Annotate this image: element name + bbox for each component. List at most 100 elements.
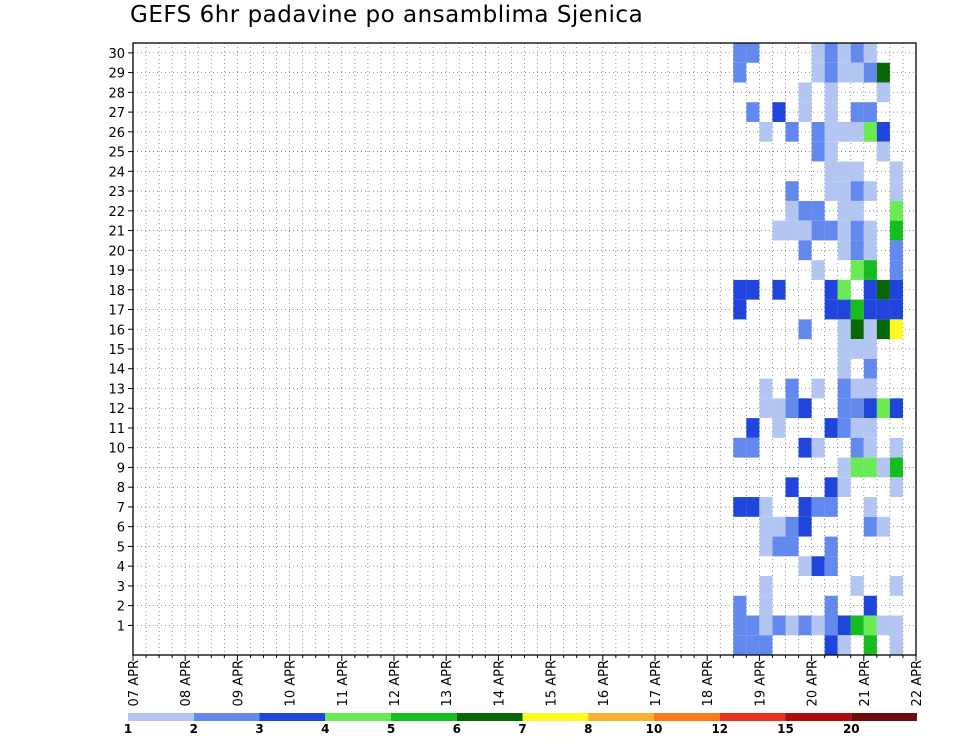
heatmap-cell [759,576,773,596]
heatmap-cell [863,279,877,300]
heatmap-cell [837,418,851,438]
heatmap-cell [733,615,747,636]
legend-swatch [851,713,917,721]
legend-swatch [456,713,523,721]
heatmap-cell [837,220,851,241]
heatmap-cell [798,398,812,419]
heatmap-cell [824,497,838,517]
heatmap-cell [733,299,747,320]
heatmap-cell [850,378,864,399]
heatmap-cell [785,220,799,241]
legend-swatch [785,713,852,721]
heatmap-cell [733,595,747,616]
heatmap-cell [889,200,903,221]
heatmap-cell [876,279,890,300]
heatmap-cell [785,200,799,221]
heatmap-cell [759,378,773,399]
heatmap-cell [837,200,851,221]
heatmap-cell [785,181,799,201]
heatmap-cell [876,62,890,83]
heatmap-cell [759,497,773,517]
heatmap-cell [746,615,760,636]
heatmap-cell [785,477,799,498]
heatmap-cell [876,121,890,142]
y-tick-label: 3 [117,580,125,595]
heatmap-cell [824,299,838,320]
legend-label: 10 [646,722,663,736]
heatmap-cell [824,595,838,616]
heatmap-cell [850,161,864,182]
heatmap-cell [863,635,877,655]
heatmap-cell [863,62,877,83]
heatmap-cell [889,319,903,340]
heatmap-cell [850,398,864,419]
heatmap-cell [850,339,864,359]
heatmap-cell [889,398,903,419]
heatmap-cell [785,398,799,419]
legend-label: 12 [711,722,728,736]
heatmap-cell [863,497,877,517]
heatmap-cell [889,477,903,498]
y-tick-label: 5 [117,540,125,555]
heatmap-cell [837,121,851,142]
heatmap-cell [876,398,890,419]
heatmap-cell [889,615,903,636]
y-tick-label: 1 [117,619,125,634]
heatmap-cell [746,102,760,122]
heatmap-cell [850,299,864,320]
x-tick-label: 13 APR [440,660,455,706]
heatmap-cell [798,240,812,261]
y-tick-label: 11 [108,422,125,437]
heatmap-cell [863,299,877,320]
y-tick-label: 10 [108,442,125,457]
heatmap-cell [863,615,877,636]
heatmap-cell [811,121,825,142]
heatmap-cell [811,200,825,221]
heatmap-cell [837,378,851,399]
heatmap-cell [837,279,851,300]
heatmap-cell [824,43,838,63]
heatmap-cell [863,358,877,379]
heatmap-cell [733,497,747,517]
heatmap-cell [824,220,838,241]
heatmap-cell [824,556,838,577]
heatmap-cell [824,161,838,182]
heatmap-cell [798,220,812,241]
heatmap-cell [863,378,877,399]
heatmap-cell [837,635,851,655]
heatmap-cell [876,319,890,340]
y-tick-label: 9 [117,461,125,476]
legend-label: 15 [777,722,794,736]
heatmap-cell [850,319,864,340]
legend-swatch [128,713,194,721]
x-tick-label: 22 APR [910,660,925,706]
legend-label: 8 [584,722,592,736]
y-tick-label: 29 [108,67,125,82]
y-tick-label: 22 [108,205,125,220]
y-tick-label: 20 [108,244,125,259]
heatmap-cell [863,398,877,419]
heatmap-cell [850,418,864,438]
heatmap-cell [772,536,786,557]
x-tick-label: 09 APR [231,660,246,706]
heatmap-cell [876,141,890,162]
heatmap-cell [824,536,838,557]
y-tick-label: 19 [108,264,125,279]
heatmap-cell [798,82,812,103]
y-tick-label: 2 [117,600,125,615]
legend-swatch [654,713,720,721]
heatmap-cell [876,299,890,320]
heatmap-cell [733,437,747,458]
heatmap-cell [733,635,747,655]
heatmap-cell [811,260,825,280]
y-tick-label: 6 [117,521,125,536]
heatmap-cell [733,62,747,83]
heatmap-cell [772,279,786,300]
heatmap-cell [746,437,760,458]
heatmap-cell [772,516,786,537]
heatmap-cell [837,43,851,63]
legend-label: 7 [518,722,526,736]
y-tick-label: 14 [108,363,125,378]
heatmap-cell [837,181,851,201]
heatmap-cell [733,43,747,63]
